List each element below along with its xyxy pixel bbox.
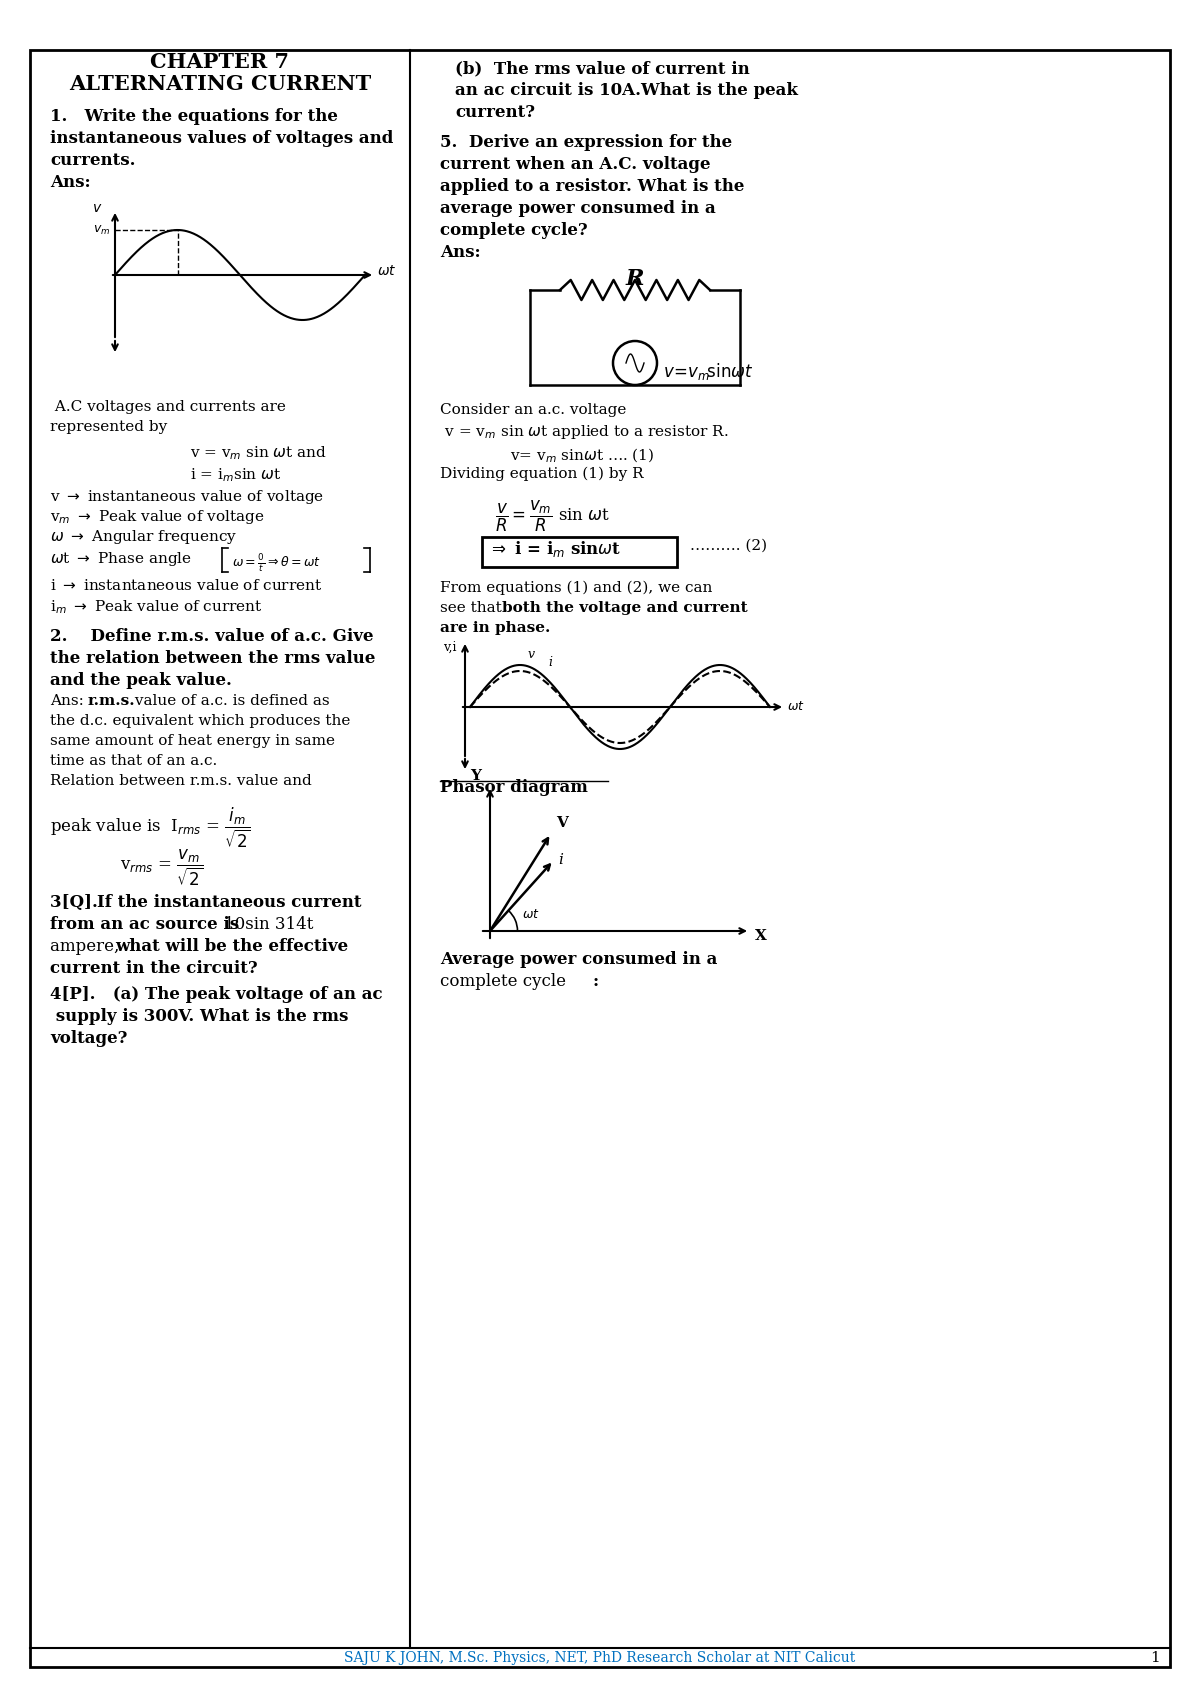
Text: average power consumed in a: average power consumed in a [440, 200, 715, 217]
Text: $\omega = \frac{0}{t}\Rightarrow\theta=\omega t$: $\omega = \frac{0}{t}\Rightarrow\theta=\… [232, 552, 322, 574]
Text: $v\!=\!v_m\!\sin\!\omega t$: $v\!=\!v_m\!\sin\!\omega t$ [662, 360, 754, 382]
Text: 3[Q].: 3[Q]. [50, 894, 109, 911]
Text: same amount of heat energy in same: same amount of heat energy in same [50, 735, 335, 748]
Text: Ans:: Ans: [50, 694, 94, 708]
Text: 10sin 314t: 10sin 314t [224, 916, 313, 933]
Text: $\omega t$: $\omega t$ [522, 908, 540, 921]
Text: from an ac source is: from an ac source is [50, 916, 245, 933]
Text: current?: current? [455, 104, 535, 120]
Text: $v_m$: $v_m$ [92, 224, 110, 236]
Text: $\dfrac{v}{R} = \dfrac{v_m}{R}$ sin $\omega$t: $\dfrac{v}{R} = \dfrac{v_m}{R}$ sin $\om… [496, 499, 611, 535]
Text: $\omega$ $\rightarrow$ Angular frequency: $\omega$ $\rightarrow$ Angular frequency [50, 528, 238, 546]
Text: $\omega$t $\rightarrow$ Phase angle: $\omega$t $\rightarrow$ Phase angle [50, 550, 192, 568]
Text: Phasor diagram: Phasor diagram [440, 779, 588, 796]
Text: v$_m$ $\rightarrow$ Peak value of voltage: v$_m$ $\rightarrow$ Peak value of voltag… [50, 507, 264, 526]
Text: CHAPTER 7: CHAPTER 7 [150, 53, 289, 71]
Text: 1.   Write the equations for the: 1. Write the equations for the [50, 109, 338, 126]
Text: Ans:: Ans: [440, 244, 481, 261]
Text: $\omega t$: $\omega t$ [377, 265, 396, 278]
Text: ampere,: ampere, [50, 938, 125, 955]
Text: value of a.c. is defined as: value of a.c. is defined as [130, 694, 330, 708]
Text: i $\rightarrow$ instantaneous value of current: i $\rightarrow$ instantaneous value of c… [50, 579, 323, 592]
Text: 1: 1 [1151, 1651, 1160, 1665]
Text: R: R [625, 268, 644, 290]
Text: i = i$_m$sin $\omega$t: i = i$_m$sin $\omega$t [190, 467, 281, 484]
Text: v,i: v,i [444, 641, 457, 653]
Text: A.C voltages and currents are: A.C voltages and currents are [50, 400, 286, 414]
Text: $\omega t$: $\omega t$ [787, 701, 805, 713]
Text: an ac circuit is 10A.What is the peak: an ac circuit is 10A.What is the peak [455, 81, 798, 98]
Text: SAJU K JOHN, M.Sc. Physics, NET, PhD Research Scholar at NIT Calicut: SAJU K JOHN, M.Sc. Physics, NET, PhD Res… [344, 1651, 856, 1665]
Text: represented by: represented by [50, 419, 167, 434]
Text: see that: see that [440, 601, 506, 614]
Text: (b)  The rms value of current in: (b) The rms value of current in [455, 59, 750, 76]
Text: v = v$_m$ sin $\omega$t and: v = v$_m$ sin $\omega$t and [190, 445, 326, 462]
Text: currents.: currents. [50, 153, 136, 170]
Text: time as that of an a.c.: time as that of an a.c. [50, 753, 217, 769]
Text: i: i [548, 657, 552, 669]
Text: If the instantaneous current: If the instantaneous current [97, 894, 361, 911]
Text: $v$: $v$ [92, 200, 102, 216]
Text: complete cycle: complete cycle [440, 972, 566, 989]
Text: applied to a resistor. What is the: applied to a resistor. What is the [440, 178, 744, 195]
Text: what will be the effective: what will be the effective [115, 938, 348, 955]
Text: current when an A.C. voltage: current when an A.C. voltage [440, 156, 710, 173]
Text: v: v [528, 648, 535, 662]
Text: Ans:: Ans: [50, 175, 91, 192]
Text: peak value is  I$_{rms}$ = $\dfrac{i_m}{\sqrt{2}}$: peak value is I$_{rms}$ = $\dfrac{i_m}{\… [50, 806, 251, 850]
Text: 5.  Derive an expression for the: 5. Derive an expression for the [440, 134, 732, 151]
Text: instantaneous values of voltages and: instantaneous values of voltages and [50, 131, 394, 148]
Text: 2.    Define r.m.s. value of a.c. Give: 2. Define r.m.s. value of a.c. Give [50, 628, 373, 645]
Text: Relation between r.m.s. value and: Relation between r.m.s. value and [50, 774, 312, 787]
Text: ALTERNATING CURRENT: ALTERNATING CURRENT [68, 75, 371, 93]
Text: are in phase.: are in phase. [440, 621, 551, 635]
Text: $\Rightarrow$ i = i$_m$ sin$\omega$t: $\Rightarrow$ i = i$_m$ sin$\omega$t [488, 540, 622, 558]
Text: current in the circuit?: current in the circuit? [50, 961, 258, 977]
Text: From equations (1) and (2), we can: From equations (1) and (2), we can [440, 580, 713, 596]
Text: v= v$_m$ sin$\omega$t …. (1): v= v$_m$ sin$\omega$t …. (1) [510, 446, 654, 465]
Text: ………. (2): ………. (2) [690, 540, 767, 553]
Text: Dividing equation (1) by R: Dividing equation (1) by R [440, 467, 643, 482]
Text: the relation between the rms value: the relation between the rms value [50, 650, 376, 667]
Text: Average power consumed in a: Average power consumed in a [440, 950, 718, 967]
Text: V: V [556, 816, 568, 830]
Text: i: i [558, 854, 564, 867]
Text: the d.c. equivalent which produces the: the d.c. equivalent which produces the [50, 714, 350, 728]
Text: 4[P].   (a) The peak voltage of an ac: 4[P]. (a) The peak voltage of an ac [50, 986, 383, 1003]
Text: v = v$_m$ sin $\omega$t applied to a resistor R.: v = v$_m$ sin $\omega$t applied to a res… [440, 423, 728, 441]
Text: i$_m$ $\rightarrow$ Peak value of current: i$_m$ $\rightarrow$ Peak value of curren… [50, 597, 263, 616]
Text: X: X [755, 928, 767, 944]
Text: :: : [592, 972, 598, 989]
Text: Consider an a.c. voltage: Consider an a.c. voltage [440, 402, 626, 417]
Text: r.m.s.: r.m.s. [88, 694, 136, 708]
Text: complete cycle?: complete cycle? [440, 222, 588, 239]
Text: v$_{rms}$ = $\dfrac{v_m}{\sqrt{2}}$: v$_{rms}$ = $\dfrac{v_m}{\sqrt{2}}$ [120, 848, 203, 888]
Text: voltage?: voltage? [50, 1030, 127, 1047]
Text: Y: Y [470, 769, 481, 782]
Bar [482, 536, 677, 567]
Text: and the peak value.: and the peak value. [50, 672, 232, 689]
Text: v $\rightarrow$ instantaneous value of voltage: v $\rightarrow$ instantaneous value of v… [50, 489, 324, 506]
Text: both the voltage and current: both the voltage and current [502, 601, 748, 614]
Text: supply is 300V. What is the rms: supply is 300V. What is the rms [50, 1008, 348, 1025]
